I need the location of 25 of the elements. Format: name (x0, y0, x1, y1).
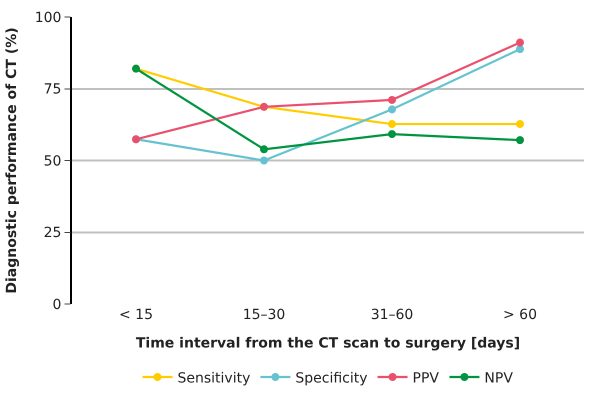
point (260, 145, 268, 154)
point (388, 120, 396, 128)
x-axis-title: Time interval from the CT scan to surgery [days] (136, 335, 520, 352)
y-tick-label: 25 (44, 225, 62, 242)
point (516, 136, 524, 144)
point (260, 156, 268, 164)
x-tick-label: > 60 (503, 307, 537, 323)
legend-label: PPV (412, 370, 440, 386)
y-tick-label: 75 (44, 82, 62, 98)
legend-label: Specificity (295, 370, 368, 386)
y-tick-label: 0 (52, 296, 62, 313)
y-tick-label: 100 (34, 10, 62, 26)
point (516, 120, 524, 128)
x-tick-label: 31–60 (370, 307, 414, 323)
legend-label: NPV (484, 370, 514, 386)
y-tick-label: 50 (44, 153, 62, 170)
legend-label: Sensitivity (178, 370, 250, 386)
point (516, 45, 524, 54)
point (516, 38, 524, 47)
x-tick-label: < 15 (119, 307, 153, 323)
x-tick-label: 15–30 (242, 307, 286, 323)
point (388, 96, 396, 104)
point (388, 105, 396, 114)
y-axis-title: Diagnostic performance of CT (%) (4, 27, 20, 294)
point (388, 130, 396, 138)
